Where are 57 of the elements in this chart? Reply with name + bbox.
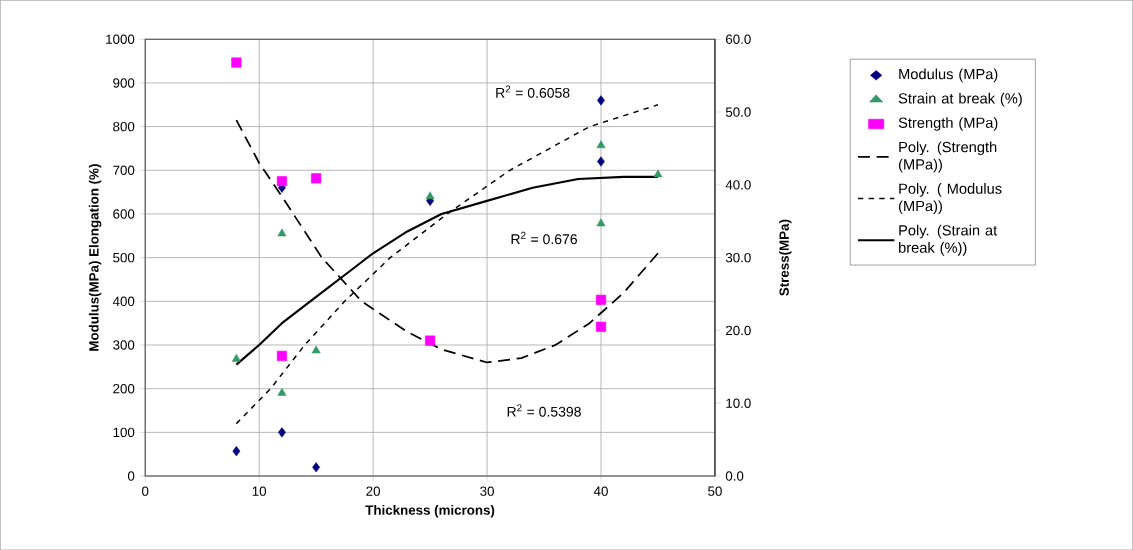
y-tick-label: 400	[112, 296, 135, 306]
annotation: R$^{2}$ = 0.6058	[496, 85, 570, 98]
point	[595, 294, 607, 305]
point	[312, 462, 320, 473]
point	[425, 335, 436, 346]
point	[653, 169, 663, 178]
y-tick-label: 500	[113, 252, 135, 263]
y-tick-label: 100	[113, 427, 135, 437]
y2-tick-label: 0.0	[725, 471, 744, 481]
point	[231, 353, 241, 362]
y-tick-label: 900	[113, 78, 135, 88]
y-tick-label: 700	[113, 165, 135, 175]
y2-axis-title: Stress(MPa)	[779, 219, 792, 296]
x-tick-label: 20	[366, 486, 380, 496]
point	[311, 345, 321, 354]
point	[231, 57, 242, 68]
point	[597, 95, 605, 106]
y-tick-label: 600	[113, 209, 135, 219]
point	[596, 140, 606, 148]
y-tick-label: 200	[113, 383, 135, 394]
x-tick-label: 30	[480, 486, 494, 496]
x-tick-label: 0	[142, 486, 149, 496]
point	[278, 427, 286, 438]
y-tick-label: 0	[127, 471, 135, 481]
line-series	[235, 103, 659, 425]
annotation: R$^{2}$ = 0.676	[511, 231, 577, 245]
legend-label: Poly. (Strain at break (%))	[899, 224, 998, 256]
y2-tick-label: 60.0	[726, 34, 751, 44]
point	[597, 156, 605, 167]
y2-tick-label: 50.0	[725, 107, 751, 117]
point	[276, 350, 288, 361]
legend-label: Strain at break (%)	[898, 92, 1022, 107]
x-axis-title: Thickness (microns)	[365, 504, 495, 518]
legend-label: Poly. (Strength (MPa))	[898, 141, 997, 173]
point	[277, 228, 287, 237]
y-tick-label: 800	[113, 121, 135, 132]
point	[277, 387, 287, 396]
y2-tick-label: 20.0	[726, 325, 751, 336]
y-axis-title: Modulus(MPa) Elongation (%)	[88, 164, 102, 351]
legend-label: Poly. ( Modulus (MPa))	[898, 182, 1002, 214]
y2-tick-label: 10.0	[726, 398, 751, 408]
x-tick-label: 40	[593, 486, 608, 496]
legend-label: Modulus (MPa)	[899, 68, 998, 83]
y-tick-label: 300	[113, 340, 135, 350]
annotation: R$^{2}$ = 0.5398	[507, 404, 581, 417]
legend-label: Strength (MPa)	[898, 117, 998, 131]
point	[595, 321, 607, 332]
x-tick-label: 50	[708, 486, 722, 496]
x-tick-label: 10	[252, 486, 267, 496]
point	[276, 176, 288, 187]
y-tick-label: 1000	[106, 34, 135, 44]
y2-tick-label: 30.0	[725, 252, 751, 263]
point	[232, 445, 241, 457]
point	[311, 173, 322, 184]
point	[425, 191, 435, 200]
point	[596, 218, 606, 227]
y2-tick-label: 40.0	[725, 180, 751, 190]
